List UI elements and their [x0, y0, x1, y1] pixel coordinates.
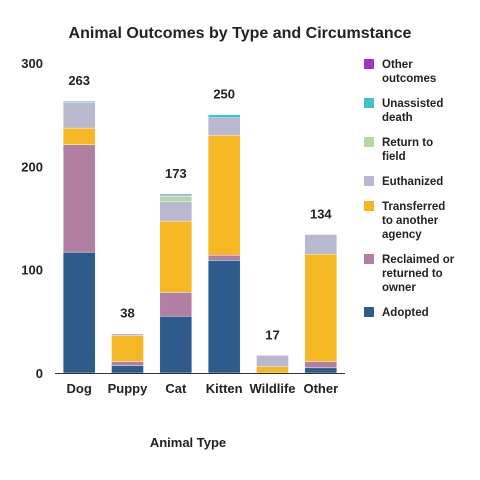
x-tick-label: Puppy — [108, 381, 148, 396]
total-label: 17 — [265, 327, 279, 342]
total-labels: 263 38 173 250 17 134 — [68, 73, 332, 342]
bar-segment — [256, 366, 289, 374]
legend-swatch — [364, 137, 374, 147]
bar-segment — [111, 335, 144, 362]
bar-segment — [62, 251, 96, 374]
legend-item: Return to field — [364, 137, 433, 163]
legend-swatch — [364, 201, 374, 211]
legend-label: Unassisted death — [382, 98, 443, 124]
bar-segment — [159, 315, 193, 374]
bar-segment — [207, 135, 241, 256]
y-tick-label: 100 — [21, 263, 43, 278]
bar-segment — [304, 253, 338, 362]
legend-item: Transferred to another agency — [364, 201, 445, 241]
legend-label: Euthanized — [382, 176, 443, 188]
legend-swatch — [364, 254, 374, 264]
bar-segment — [207, 254, 241, 261]
bar-segment — [62, 101, 96, 103]
bar-segment — [62, 102, 96, 129]
bar-segment — [62, 144, 96, 253]
y-tick-label: 200 — [21, 159, 43, 174]
legend-swatch — [364, 307, 374, 317]
bar-segment — [159, 292, 193, 317]
y-axis: 0 100 200 300 — [21, 56, 43, 381]
legend-item: Adopted — [364, 307, 429, 319]
x-tick-label: Cat — [165, 381, 187, 396]
bar-segment — [159, 196, 193, 202]
y-tick-label: 300 — [21, 56, 43, 71]
legend-swatch — [364, 176, 374, 186]
x-axis: Dog Puppy Cat Kitten Wildlife Other — [55, 373, 345, 396]
legend-label: Adopted — [382, 307, 429, 319]
x-tick-label: Dog — [67, 381, 92, 396]
bar-segment — [207, 114, 241, 118]
bar-segment — [159, 194, 193, 196]
legend: Other outcomes Unassisted death Return to fie… — [364, 59, 455, 319]
total-label: 263 — [68, 73, 90, 88]
legend-item: Unassisted death — [364, 98, 443, 124]
x-tick-label: Wildlife — [249, 381, 295, 396]
chart-title: Animal Outcomes by Type and Circumstance — [69, 25, 412, 42]
bar-segment — [304, 234, 338, 255]
total-label: 173 — [165, 166, 187, 181]
y-tick-label: 0 — [36, 366, 43, 381]
legend-item: Other outcomes — [364, 59, 436, 85]
bar-segment — [304, 361, 338, 369]
bars — [62, 101, 338, 374]
bar-segment — [159, 201, 193, 222]
x-tick-label: Kitten — [206, 381, 243, 396]
total-label: 38 — [120, 306, 134, 321]
total-label: 134 — [310, 207, 332, 222]
x-tick-label: Other — [303, 381, 338, 396]
bar-segment — [62, 127, 96, 145]
legend-label: Transferred to another agency — [382, 201, 445, 241]
legend-item: Euthanized — [364, 176, 443, 188]
bar-segment — [207, 117, 241, 136]
bar-segment — [207, 260, 241, 374]
bar-segment — [111, 333, 144, 337]
legend-swatch — [364, 59, 374, 69]
bar-segment — [304, 367, 338, 374]
total-label: 250 — [213, 87, 235, 102]
bar-segment — [111, 361, 144, 366]
legend-label: Other outcomes — [382, 59, 436, 85]
legend-label: Return to field — [382, 137, 433, 163]
bar-segment — [159, 220, 193, 293]
bar-segment — [111, 365, 144, 374]
legend-swatch — [364, 98, 374, 108]
bar-segment — [256, 355, 289, 367]
x-axis-label: Animal Type — [150, 435, 226, 450]
legend-label: Reclaimed or returned to owner — [382, 254, 455, 294]
legend-item: Reclaimed or returned to owner — [364, 254, 455, 294]
